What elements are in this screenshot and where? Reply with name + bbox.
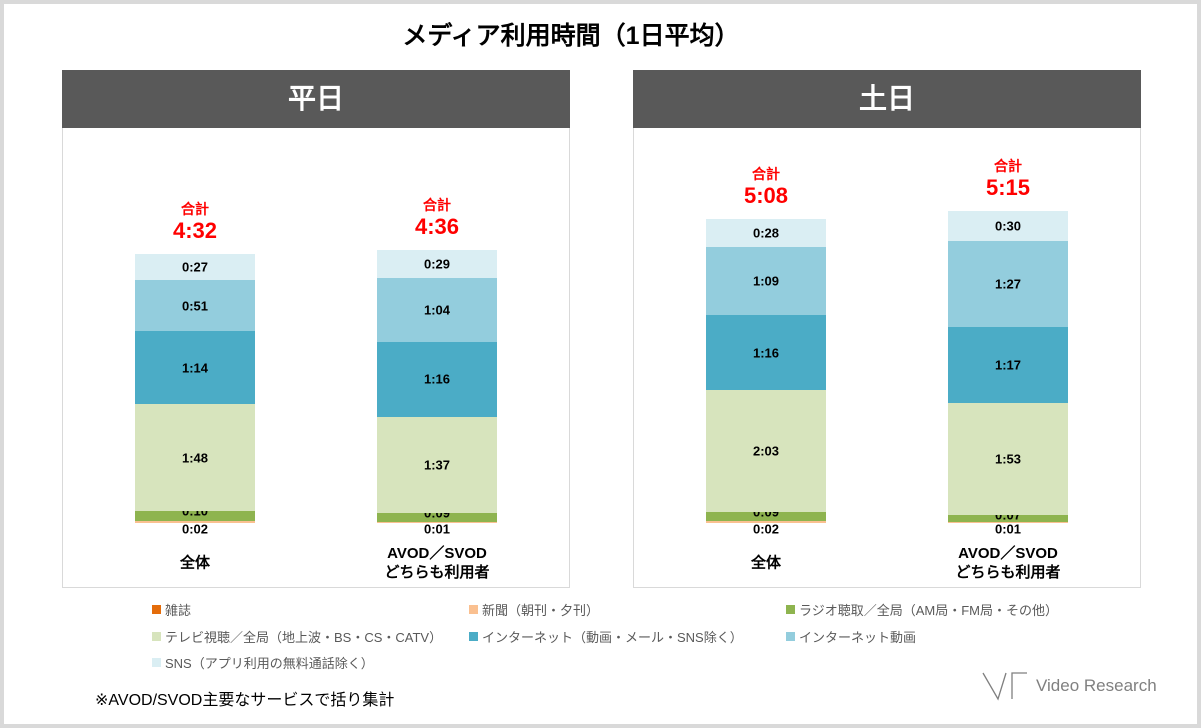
stacked-bar-segment — [706, 512, 826, 522]
total-value-label: 4:32 — [172, 217, 218, 243]
category-label: 全体 — [179, 554, 210, 572]
chart-title: メディア利用時間（1日平均） — [402, 22, 740, 50]
segment-value-label: 1:09 — [752, 273, 780, 289]
category-label: 全体 — [750, 554, 781, 572]
legend: 雑誌 新聞（朝刊・夕刊） ラジオ聴取／全局（AM局・FM局・その他） テレビ視聴／全局… — [0, 590, 1201, 675]
segment-value-label: 2:03 — [752, 443, 780, 459]
stacked-bar-segment — [135, 404, 255, 512]
stacked-bar-segment — [706, 521, 826, 523]
stacked-bar-segment — [377, 417, 497, 514]
legend-swatch — [152, 604, 161, 614]
legend-label: テレビ視聴／全局（地上波・BS・CS・CATV） — [165, 629, 443, 645]
legend-item: インターネット（動画・メール・SNS除く） — [469, 628, 743, 645]
segment-value-label: 0:02 — [181, 521, 209, 537]
segment-value-label: 1:27 — [994, 276, 1022, 292]
stacked-bar-segment — [377, 278, 497, 342]
logo: Video Research — [982, 668, 1162, 704]
stacked-bar-segment — [948, 403, 1068, 516]
panel-header: 平日 — [62, 70, 570, 128]
segment-value-label: 1:16 — [423, 371, 451, 387]
stacked-bar-segment — [706, 219, 826, 247]
stacked-bar-segment — [948, 522, 1068, 523]
category-label: AVOD／SVOD どちらも利用者 — [955, 545, 1061, 581]
legend-label: 新聞（朝刊・夕刊） — [482, 602, 600, 618]
total-caption-label: 合計 — [752, 166, 780, 183]
stacked-bar-segment — [377, 249, 497, 279]
segment-value-label: 1:14 — [181, 360, 209, 376]
segment-value-label: 1:16 — [752, 345, 780, 361]
legend-item: 新聞（朝刊・夕刊） — [469, 601, 600, 618]
legend-item: テレビ視聴／全局（地上波・BS・CS・CATV） — [152, 628, 443, 645]
legend-swatch — [152, 657, 161, 667]
segment-value-label: 1:53 — [994, 451, 1022, 467]
total-value-label: 5:15 — [985, 175, 1031, 201]
stacked-bar-segment — [135, 253, 255, 281]
panel-plot-area: 0:02 0:09 2:03 1:16 1:09 0:28 合計 5:08 全体 0:01 0:07… — [633, 128, 1141, 588]
stacked-bar-segment — [377, 522, 497, 523]
stacked-bar-segment — [135, 330, 255, 405]
total-value-label: 4:36 — [414, 213, 460, 239]
segment-value-label: 1:04 — [423, 302, 451, 318]
stacked-bar-segment — [706, 315, 826, 391]
segment-value-label: 0:02 — [752, 521, 780, 537]
stacked-bar-segment — [706, 246, 826, 316]
legend-label: インターネット動画 — [799, 629, 917, 645]
panel-header: 土日 — [633, 70, 1141, 128]
stacked-bar-segment — [135, 521, 255, 523]
segment-value-label: 0:51 — [181, 298, 209, 314]
legend-item: インターネット動画 — [786, 628, 917, 645]
segment-value-label: 1:48 — [181, 450, 209, 466]
legend-item: SNS（アプリ利用の無料通話除く） — [152, 654, 374, 671]
panel-weekend: 土日 0:02 0:09 2:03 1:16 1:09 0:28 合計 5:08 全体 0:01 0… — [633, 70, 1141, 588]
stacked-bar-segment — [377, 513, 497, 522]
panel-title: 平日 — [287, 83, 344, 114]
panel-title: 土日 — [858, 83, 915, 114]
stacked-bar-segment — [377, 341, 497, 418]
total-value-label: 5:08 — [743, 183, 789, 209]
logo-mark-icon — [982, 672, 1027, 701]
legend-swatch — [152, 631, 161, 641]
legend-label: 雑誌 — [165, 602, 192, 618]
legend-swatch — [786, 604, 795, 614]
segment-value-label: 0:27 — [181, 259, 209, 275]
stacked-bar-segment — [948, 211, 1068, 241]
stacked-bar-segment — [948, 515, 1068, 522]
legend-label: ラジオ聴取／全局（AM局・FM局・その他） — [799, 602, 1059, 618]
category-label: AVOD／SVOD どちらも利用者 — [384, 545, 490, 581]
segment-value-label: 1:17 — [994, 357, 1022, 373]
segment-value-label: 0:29 — [423, 256, 451, 272]
stacked-bar-segment — [135, 511, 255, 521]
stacked-bar-segment — [948, 240, 1068, 327]
segment-value-label: 0:30 — [994, 218, 1022, 234]
legend-swatch — [469, 604, 478, 614]
stacked-bar-segment — [706, 390, 826, 513]
segment-value-label: 0:01 — [423, 521, 451, 537]
segment-value-label: 0:28 — [752, 225, 780, 241]
panel-plot-area: 0:02 0:10 1:48 1:14 0:51 0:27 合計 4:32 全体 0:01 0:09… — [62, 128, 570, 588]
legend-label: インターネット（動画・メール・SNS除く） — [482, 629, 743, 645]
legend-label: SNS（アプリ利用の無料通話除く） — [165, 655, 374, 671]
total-caption-label: 合計 — [994, 158, 1022, 175]
legend-item: ラジオ聴取／全局（AM局・FM局・その他） — [786, 601, 1059, 618]
legend-swatch — [786, 631, 795, 641]
segment-value-label: 1:37 — [423, 457, 451, 473]
footnote: ※AVOD/SVOD主要なサービスで括り集計 — [95, 692, 395, 709]
legend-item: 雑誌 — [152, 601, 192, 618]
total-caption-label: 合計 — [181, 200, 209, 217]
legend-swatch — [469, 631, 478, 641]
logo-text: Video Research — [1036, 676, 1157, 695]
panel-weekday: 平日 0:02 0:10 1:48 1:14 0:51 0:27 合計 4:32 全体 0:01 0… — [62, 70, 570, 588]
total-caption-label: 合計 — [423, 196, 451, 213]
segment-value-label: 0:01 — [994, 521, 1022, 537]
stacked-bar-segment — [948, 326, 1068, 404]
stacked-bar-segment — [135, 280, 255, 331]
